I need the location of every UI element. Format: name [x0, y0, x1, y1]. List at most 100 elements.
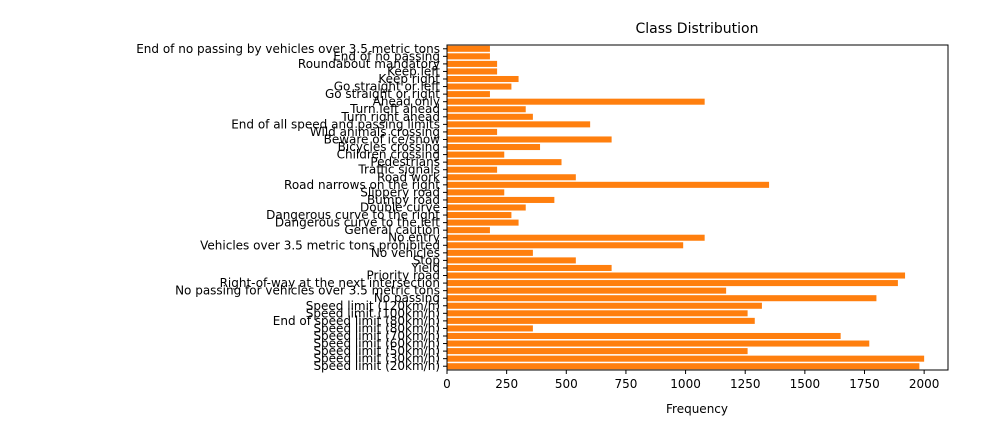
y-tick-label: Dangerous curve to the right — [266, 208, 440, 222]
x-tick-label: 1500 — [790, 377, 821, 391]
x-tick-label: 0 — [443, 377, 451, 391]
bar-6 — [447, 317, 755, 324]
x-axis-label: Frequency — [666, 402, 728, 416]
bar-28 — [447, 151, 505, 158]
bar-37 — [447, 83, 512, 90]
y-tick-label: Speed limit (50km/h) — [313, 344, 440, 358]
bar-34 — [447, 106, 526, 113]
y-tick-label: Pedestrians — [370, 155, 440, 169]
y-tick-label: Yield — [410, 261, 440, 275]
x-tick-label: 1750 — [849, 377, 880, 391]
bar-0 — [447, 363, 920, 370]
y-tick-labels: Speed limit (20km/h)Speed limit (30km/h)… — [136, 42, 447, 373]
bar-11 — [447, 280, 898, 287]
bar-18 — [447, 227, 490, 234]
y-tick-label: No passing — [374, 291, 440, 305]
y-tick-label: Bicycles crossing — [338, 140, 440, 154]
y-tick-label: Priority road — [366, 269, 440, 283]
chart-title: Class Distribution — [636, 21, 759, 37]
bar-19 — [447, 219, 519, 226]
y-tick-label: End of all speed and passing limits — [231, 117, 440, 131]
y-tick-label: Children crossing — [337, 148, 440, 162]
x-tick-label: 2000 — [909, 377, 940, 391]
y-tick-label: No vehicles — [371, 246, 440, 260]
bar-5 — [447, 325, 533, 332]
y-tick-label: Beware of ice/snow — [324, 132, 441, 146]
bar-33 — [447, 113, 533, 120]
y-tick-label: Speed limit (30km/h) — [313, 352, 440, 366]
y-tick-label: Roundabout mandatory — [298, 57, 440, 71]
bar-39 — [447, 68, 498, 75]
bar-29 — [447, 144, 541, 151]
bar-40 — [447, 60, 498, 67]
y-tick-label: Keep left — [387, 64, 440, 78]
y-tick-label: Dangerous curve to the left — [275, 216, 440, 230]
plot-frame — [446, 44, 949, 371]
bar-17 — [447, 234, 705, 241]
bar-12 — [447, 272, 906, 279]
y-tick-label: Double curve — [360, 201, 440, 215]
bar-8 — [447, 302, 762, 309]
bar-20 — [447, 212, 512, 219]
y-tick-label: Speed limit (80km/h) — [313, 321, 440, 335]
bar-25 — [447, 174, 576, 181]
bar-23 — [447, 189, 505, 196]
y-tick-label: End of speed limit (80km/h) — [273, 314, 440, 328]
y-tick-label: Bumpy road — [367, 193, 440, 207]
y-tick-label: Go straight or left — [334, 80, 441, 94]
bars — [447, 45, 925, 370]
bar-24 — [447, 181, 770, 188]
x-tick-label: 1250 — [730, 377, 761, 391]
y-tick-label: Speed limit (60km/h) — [313, 337, 440, 351]
bar-35 — [447, 98, 705, 105]
x-tick-label: 250 — [495, 377, 518, 391]
y-tick-label: Go straight or right — [325, 87, 440, 101]
bar-14 — [447, 257, 576, 264]
bar-10 — [447, 287, 727, 294]
bar-3 — [447, 340, 870, 347]
bar-22 — [447, 196, 555, 203]
y-tick-label: Speed limit (20km/h) — [313, 359, 440, 373]
bar-21 — [447, 204, 526, 211]
x-tick-label: 500 — [555, 377, 578, 391]
bar-4 — [447, 332, 841, 340]
y-tick-label: End of no passing — [333, 49, 440, 63]
bar-42 — [447, 45, 490, 52]
bar-2 — [447, 348, 748, 355]
y-tick-label: Traffic signals — [357, 163, 440, 177]
bar-36 — [447, 91, 490, 98]
bar-13 — [447, 264, 612, 271]
y-tick-label: Road narrows on the right — [284, 178, 440, 192]
y-tick-label: End of no passing by vehicles over 3.5 m… — [136, 42, 440, 56]
bar-7 — [447, 310, 748, 317]
y-tick-label: Turn right ahead — [340, 110, 440, 124]
y-tick-label: Slippery road — [360, 185, 440, 199]
x-tick-label: 1000 — [670, 377, 701, 391]
bar-30 — [447, 136, 612, 143]
bar-31 — [447, 128, 498, 135]
bar-1 — [447, 355, 925, 362]
y-tick-label: Road work — [377, 170, 440, 184]
y-tick-label: Ahead only — [373, 95, 440, 109]
y-tick-label: Vehicles over 3.5 metric tons prohibited — [200, 238, 440, 252]
y-tick-label: Stop — [413, 253, 440, 267]
y-tick-label: Speed limit (100km/h) — [306, 306, 440, 320]
x-tick-label: 750 — [614, 377, 637, 391]
y-tick-label: Speed limit (120km/h) — [306, 299, 440, 313]
y-tick-label: No passing for vehicles over 3.5 metric … — [175, 284, 440, 298]
bar-32 — [447, 121, 591, 128]
bar-27 — [447, 159, 562, 166]
y-tick-label: Wild animals crossing — [310, 125, 440, 139]
y-tick-label: Turn left ahead — [349, 102, 440, 116]
bar-16 — [447, 242, 684, 249]
y-tick-label: Right-of-way at the next intersection — [220, 276, 440, 290]
x-ticks: 0 250 500 750 1000 1250 1500 1750 2000 — [443, 370, 939, 391]
y-tick-label: No entry — [388, 231, 440, 245]
bar-41 — [447, 53, 490, 60]
y-tick-label: Keep right — [378, 72, 440, 86]
bar-9 — [447, 295, 877, 302]
bar-26 — [447, 166, 498, 173]
y-tick-label: General caution — [344, 223, 440, 237]
bar-15 — [447, 249, 533, 256]
